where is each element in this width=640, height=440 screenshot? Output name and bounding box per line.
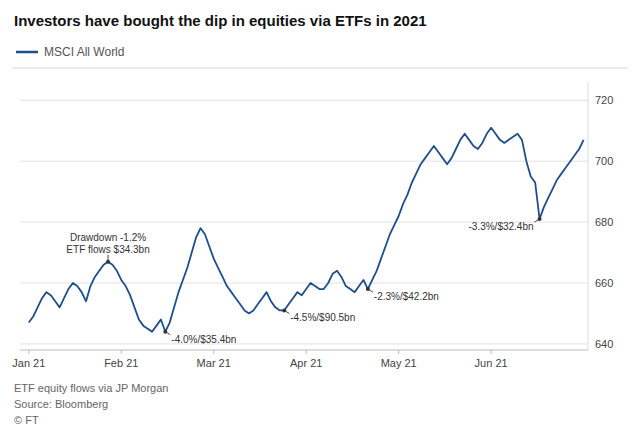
legend: MSCI All World <box>16 45 124 59</box>
annotation: Drawdown -1.2%ETF flows $34.3bn <box>66 232 149 255</box>
x-tick <box>306 350 307 354</box>
annotation: -4.5%/$90.5bn <box>290 312 355 323</box>
y-tick-label: 680 <box>595 216 613 228</box>
grid-line <box>20 283 588 284</box>
x-tick-label: Apr 21 <box>290 357 322 369</box>
y-tick-label: 660 <box>595 277 613 289</box>
footer: © FT <box>14 414 39 426</box>
annotation-point <box>163 330 167 334</box>
annotation-point <box>538 217 542 221</box>
y-tick-label: 720 <box>595 94 613 106</box>
grid-line <box>20 100 588 101</box>
annotation-point <box>282 308 286 312</box>
annotations: Drawdown -1.2%ETF flows $34.3bn -4.0%/$35… <box>66 217 541 345</box>
separator <box>12 68 628 69</box>
background <box>0 0 640 440</box>
grid-line <box>20 161 588 162</box>
chart: Investors have bought the dip in equitie… <box>0 0 640 440</box>
annotation-point <box>366 287 370 291</box>
legend-swatch <box>16 51 38 54</box>
plot-area <box>29 128 584 332</box>
line <box>29 128 584 332</box>
x-tick <box>398 350 399 354</box>
y-axis-line <box>588 82 589 350</box>
y-tick-label: 700 <box>595 155 613 167</box>
annotation-point <box>106 260 110 264</box>
grid-line <box>20 343 588 344</box>
x-tick-label: May 21 <box>381 357 417 369</box>
title: Investors have bought the dip in equitie… <box>14 12 427 29</box>
legend-label: MSCI All World <box>44 45 124 59</box>
x-tick-label: Feb 21 <box>104 357 138 369</box>
x-tick-label: Jan 21 <box>12 357 45 369</box>
footer: Source: Bloomberg <box>14 398 108 410</box>
x-tick-label: Jun 21 <box>475 357 508 369</box>
annotation: -4.0%/$35.4bn <box>171 334 236 345</box>
x-tick <box>491 350 492 354</box>
x-tick-label: Mar 21 <box>197 357 231 369</box>
y-tick-label: 640 <box>595 338 613 350</box>
annotation: -2.3%/$42.2bn <box>374 291 439 302</box>
x-tick <box>213 350 214 354</box>
x-tick <box>121 350 122 354</box>
y-grid <box>20 100 588 344</box>
x-tick <box>28 350 29 354</box>
annotation: -3.3%/$32.4bn <box>469 221 534 232</box>
footer: ETF equity flows via JP Morgan <box>14 382 168 394</box>
x-axis-line <box>20 350 588 351</box>
